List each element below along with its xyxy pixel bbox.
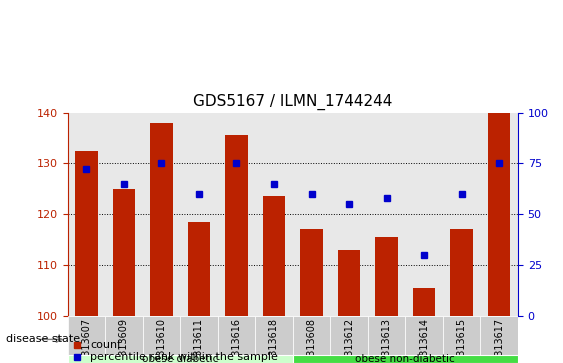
Text: GSM1313613: GSM1313613 xyxy=(382,318,392,363)
Bar xyxy=(376,237,398,316)
Bar xyxy=(300,229,323,316)
Text: GSM1313611: GSM1313611 xyxy=(194,318,204,363)
Bar xyxy=(368,316,405,363)
Text: GSM1313618: GSM1313618 xyxy=(269,318,279,363)
Bar xyxy=(105,316,142,363)
Bar xyxy=(405,316,443,363)
Bar xyxy=(187,222,210,316)
Bar xyxy=(293,316,330,363)
Bar xyxy=(263,196,285,316)
Bar xyxy=(225,135,248,316)
Text: GSM1313616: GSM1313616 xyxy=(231,318,242,363)
Text: GSM1313607: GSM1313607 xyxy=(81,318,91,363)
Text: GSM1313614: GSM1313614 xyxy=(419,318,429,363)
Bar xyxy=(180,316,218,363)
Bar xyxy=(293,355,518,363)
Text: GSM1313609: GSM1313609 xyxy=(119,318,129,363)
Text: percentile rank within the sample: percentile rank within the sample xyxy=(90,352,278,362)
Bar xyxy=(68,316,105,363)
Text: GSM1313615: GSM1313615 xyxy=(457,318,467,363)
Bar xyxy=(480,316,518,363)
Bar xyxy=(413,288,435,316)
Bar xyxy=(255,316,293,363)
Bar xyxy=(488,113,511,316)
Bar xyxy=(113,189,135,316)
Text: GSM1313617: GSM1313617 xyxy=(494,318,504,363)
Bar xyxy=(443,316,480,363)
Text: disease state: disease state xyxy=(6,334,80,344)
Text: GSM1313608: GSM1313608 xyxy=(306,318,316,363)
Bar xyxy=(218,316,255,363)
Bar xyxy=(450,229,473,316)
Title: GDS5167 / ILMN_1744244: GDS5167 / ILMN_1744244 xyxy=(193,94,392,110)
Bar xyxy=(330,316,368,363)
Bar xyxy=(338,250,360,316)
Text: obese non-diabetic: obese non-diabetic xyxy=(355,354,455,363)
Bar xyxy=(68,355,293,363)
Bar xyxy=(150,123,173,316)
Text: obese diabetic: obese diabetic xyxy=(142,354,218,363)
Bar xyxy=(75,151,97,316)
Text: GSM1313610: GSM1313610 xyxy=(157,318,167,363)
Text: count: count xyxy=(90,340,122,350)
Text: GSM1313612: GSM1313612 xyxy=(344,318,354,363)
Bar xyxy=(142,316,180,363)
